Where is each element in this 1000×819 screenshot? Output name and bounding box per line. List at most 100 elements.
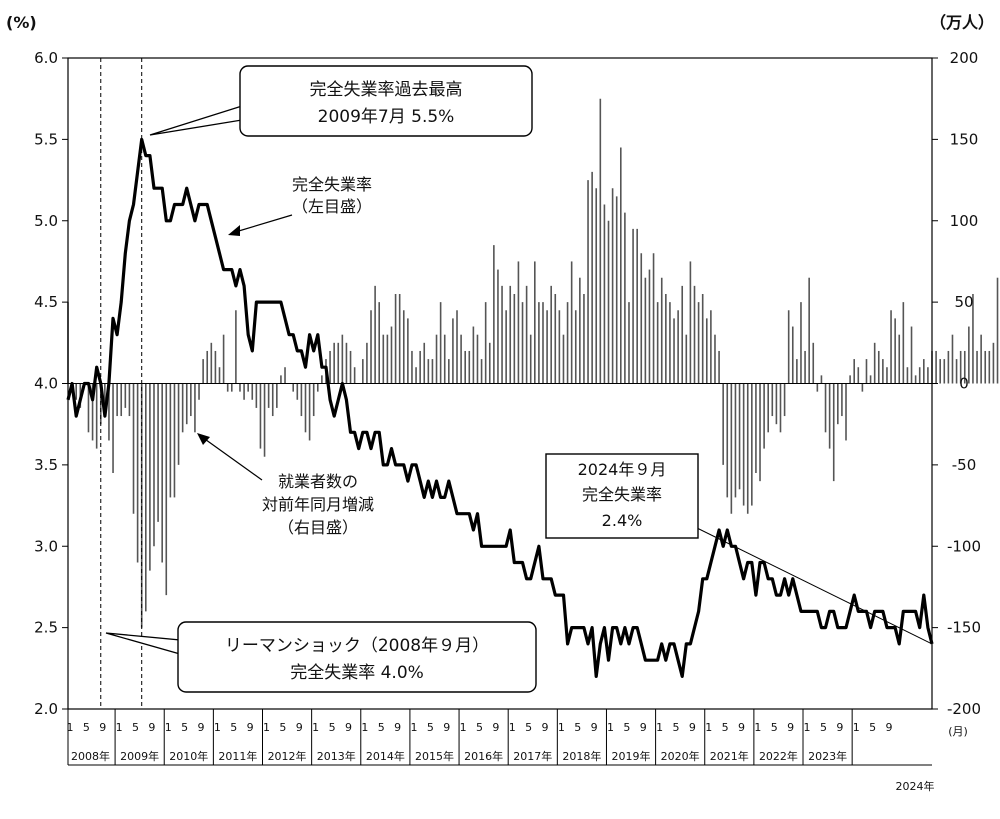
year-label: 2018年	[562, 749, 601, 763]
month-tick-label: 9	[296, 721, 303, 734]
month-tick-label: 1	[460, 721, 467, 734]
month-tick-label: 1	[509, 721, 516, 734]
right-tick-label: -50	[952, 456, 977, 474]
month-tick-label: 1	[853, 721, 860, 734]
month-tick-label: 5	[722, 721, 729, 734]
year-label: 2024年	[896, 779, 935, 793]
year-label: 2023年	[808, 749, 847, 763]
left-tick-label: 6.0	[34, 49, 58, 67]
bar-label-arrow	[201, 436, 263, 481]
month-tick-label: 5	[771, 721, 778, 734]
unemployment-rate-line	[66, 137, 934, 678]
right-tick-label: -100	[947, 537, 981, 555]
month-tick-label: 5	[329, 721, 336, 734]
year-label: 2017年	[513, 749, 552, 763]
right-tick-label: 150	[950, 130, 979, 148]
left-tick-label: 5.5	[34, 130, 58, 148]
month-tick-label: 1	[165, 721, 172, 734]
month-tick-label: 1	[263, 721, 270, 734]
annotations: 完全失業率過去最高 2009年7月 5.5% 完全失業率 （左目盛） 就業者数の対前年同…	[105, 65, 699, 693]
month-tick-label: 1	[312, 721, 319, 734]
month-tick-label: 9	[198, 721, 205, 734]
employment-bars	[67, 98, 999, 628]
year-label: 2020年	[661, 749, 700, 763]
left-tick-label: 4.0	[34, 375, 58, 393]
lehman-callout-title: リーマンショック（2008年９月）	[225, 636, 489, 656]
month-tick-label: 1	[705, 721, 712, 734]
left-tick-label: 5.0	[34, 212, 58, 230]
line-label-arrowhead	[228, 225, 240, 236]
month-tick-label: 9	[689, 721, 696, 734]
month-tick-label: 5	[820, 721, 827, 734]
month-tick-label: 5	[673, 721, 680, 734]
left-tick-label: 2.5	[34, 619, 58, 637]
lehman-callout-value: 完全失業率 4.0%	[290, 663, 424, 683]
month-tick-label: 1	[361, 721, 368, 734]
year-label: 2010年	[169, 749, 208, 763]
month-tick-label: 5	[869, 721, 876, 734]
month-tick-label: 9	[394, 721, 401, 734]
year-label: 2012年	[268, 749, 307, 763]
right-tick-label: 0	[959, 375, 969, 393]
month-tick-label: 1	[607, 721, 614, 734]
year-label: 2013年	[317, 749, 356, 763]
year-label: 2011年	[218, 749, 257, 763]
month-tick-label: 9	[247, 721, 254, 734]
left-axis-unit: (%)	[6, 13, 37, 32]
bar-label-arrowhead	[197, 433, 210, 445]
year-label: 2019年	[612, 749, 651, 763]
month-tick-label: 1	[656, 721, 663, 734]
max-callout-value: 2009年7月 5.5%	[318, 107, 455, 127]
month-tick-label: 5	[476, 721, 483, 734]
month-tick-label: 5	[83, 721, 90, 734]
year-label: 2008年	[71, 749, 110, 763]
month-tick-label: 9	[443, 721, 450, 734]
callout-box-max	[239, 65, 533, 137]
month-tick-label: 9	[787, 721, 794, 734]
year-label: 2022年	[759, 749, 798, 763]
bar-series-label-2: 対前年同月増減	[262, 495, 374, 514]
month-tick-label: 9	[738, 721, 745, 734]
month-tick-label: 1	[67, 721, 74, 734]
month-tick-label: 5	[378, 721, 385, 734]
left-tick-label: 3.5	[34, 456, 58, 474]
line-label-arrow	[231, 214, 293, 234]
latest-callout-title: 完全失業率	[582, 485, 662, 504]
month-tick-label: 9	[148, 721, 155, 734]
month-tick-label: 5	[279, 721, 286, 734]
month-tick-label: 9	[836, 721, 843, 734]
axes: 2.0 2.5 3.0 3.5 4.0 4.5 5.0 5.5 6.0 (%) -200 -150 -1…	[6, 13, 994, 793]
month-tick-label: 1	[754, 721, 761, 734]
month-tick-label: 1	[116, 721, 123, 734]
month-tick-label: 1	[558, 721, 565, 734]
unemployment-line-layer	[66, 137, 934, 678]
year-label: 2016年	[464, 749, 503, 763]
callout-box-latest	[545, 453, 699, 539]
left-tick-label: 2.0	[34, 700, 58, 718]
callout-box-lehman	[177, 621, 537, 693]
right-axis-unit: （万人）	[930, 13, 994, 32]
month-tick-label: 9	[640, 721, 647, 734]
month-tick-label: 5	[230, 721, 237, 734]
month-tick-label: 9	[885, 721, 892, 734]
month-tick-label: 9	[591, 721, 598, 734]
latest-callout-value: 2.4%	[602, 511, 643, 530]
month-tick-label: 1	[410, 721, 417, 734]
bar-axis-note: （右目盛）	[278, 518, 358, 537]
right-tick-label: 100	[950, 212, 979, 230]
year-label: 2021年	[710, 749, 749, 763]
year-label: 2014年	[366, 749, 405, 763]
month-tick-label: 5	[132, 721, 139, 734]
year-label: 2015年	[415, 749, 454, 763]
line-series-label: 完全失業率	[292, 175, 372, 194]
month-tick-label: 5	[574, 721, 581, 734]
month-axis-unit: (月)	[948, 725, 968, 738]
month-tick-label: 1	[804, 721, 811, 734]
month-tick-label: 9	[345, 721, 352, 734]
right-tick-label: -200	[947, 700, 981, 718]
bar-series-label: 就業者数の	[278, 472, 358, 491]
month-tick-label: 5	[525, 721, 532, 734]
month-tick-label: 9	[541, 721, 548, 734]
month-tick-label: 5	[181, 721, 188, 734]
